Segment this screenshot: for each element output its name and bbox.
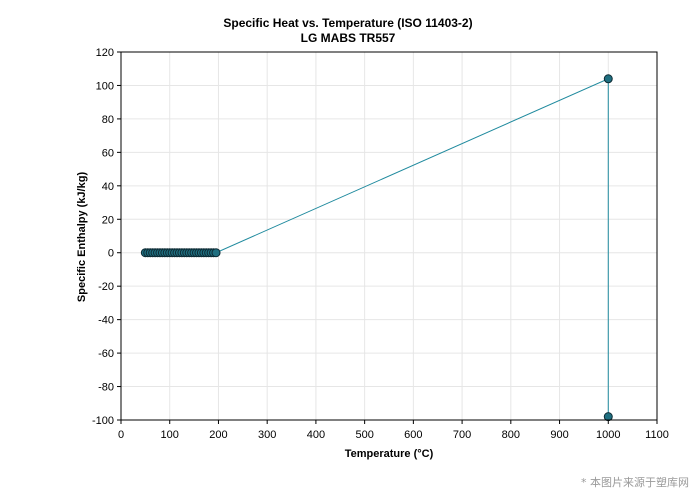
y-tick-label: 40	[102, 181, 114, 193]
x-tick-label: 1000	[596, 429, 620, 441]
data-point	[603, 74, 613, 84]
y-tick-label: 20	[102, 214, 114, 226]
data-point	[603, 412, 613, 422]
x-tick-label: 100	[161, 429, 179, 441]
plot-frame	[120, 51, 658, 421]
x-tick-label: 300	[258, 429, 276, 441]
series-line	[145, 77, 609, 417]
chart-subtitle: LG MABS TR557	[301, 31, 396, 45]
plot-area	[140, 74, 613, 422]
y-tick-label: -40	[98, 315, 114, 327]
x-tick-label: 1100	[645, 429, 669, 441]
y-tick-label: -100	[92, 415, 114, 427]
data-point	[211, 248, 221, 258]
x-axis-label: Temperature (°C)	[345, 448, 434, 460]
x-tick-label: 900	[550, 429, 568, 441]
y-tick-label: 100	[96, 80, 114, 92]
x-tick-label: 700	[453, 429, 471, 441]
y-tick-label: -60	[98, 348, 114, 360]
x-tick-label: 600	[404, 429, 422, 441]
y-tick-label: -80	[98, 382, 114, 394]
x-tick-label: 0	[118, 429, 124, 441]
y-tick-label: 80	[102, 114, 114, 126]
y-tick-label: 120	[96, 47, 114, 59]
y-tick-label: 60	[102, 147, 114, 159]
x-tick-label: 200	[209, 429, 227, 441]
y-tick-label: -20	[98, 281, 114, 293]
y-tick-label: 0	[108, 248, 114, 260]
x-tick-label: 800	[502, 429, 520, 441]
chart-title: Specific Heat vs. Temperature (ISO 11403…	[223, 16, 472, 30]
grid	[120, 51, 658, 421]
y-axis-label: Specific Enthalpy (kJ/kg)	[76, 172, 88, 303]
x-tick-label: 500	[355, 429, 373, 441]
axes: 0 100 200 300 400 500 600 700 800 900 1000 1100-100…	[92, 47, 669, 441]
x-tick-label: 400	[307, 429, 325, 441]
watermark-text: * 本图片来源于塑库网	[581, 476, 689, 489]
